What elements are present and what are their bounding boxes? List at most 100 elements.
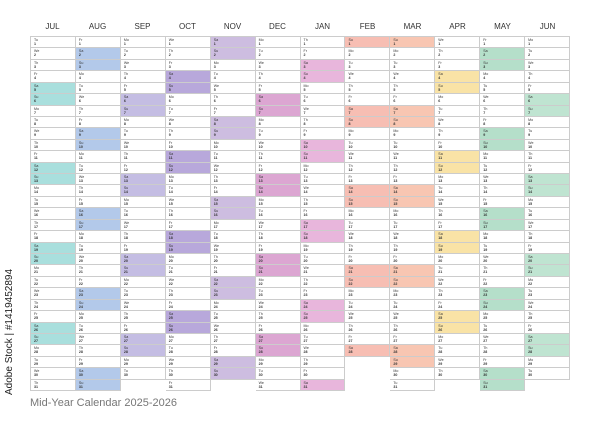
day-number: 11: [483, 156, 488, 161]
day-number: 3: [303, 64, 306, 69]
weekday-label: Su: [258, 106, 264, 111]
day-cell: We 27: [75, 333, 121, 346]
weekday-label: Fr: [258, 323, 263, 328]
day-cell: Fr 6: [345, 94, 391, 106]
weekday-label: Mo: [483, 232, 489, 237]
weekday-label: Su: [483, 60, 488, 65]
day-cell: Tu 12: [75, 162, 121, 175]
day-cell: Fr 27: [345, 333, 391, 346]
day-cell: Sa 20: [525, 254, 571, 266]
weekday-label: Th: [483, 106, 488, 111]
day-number: 15: [168, 201, 173, 206]
day-number: 21: [528, 270, 533, 275]
day-number: 18: [258, 236, 263, 241]
weekday-label: Su: [213, 289, 219, 294]
weekday-label: Fr: [528, 323, 532, 328]
weekday-label: Th: [483, 186, 488, 191]
day-cell: Sa 13: [255, 174, 301, 186]
day-cell: Mo 8: [255, 116, 301, 129]
empty-cell: [345, 380, 390, 391]
weekday-label: Mo: [123, 117, 129, 122]
day-cell: Su 24: [480, 299, 526, 312]
day-number: 5: [123, 87, 126, 92]
weekday-label: Tu: [123, 289, 128, 294]
weekday-label: Tu: [78, 243, 83, 248]
weekday-label: Fr: [528, 243, 532, 248]
day-number: 3: [168, 64, 171, 69]
day-number: 10: [528, 144, 533, 149]
day-number: 1: [78, 42, 81, 46]
weekday-label: Mo: [258, 117, 264, 122]
day-cell: Th 26: [345, 322, 391, 334]
day-number: 6: [78, 99, 81, 104]
weekday-label: We: [528, 220, 534, 225]
day-cell: Su 6: [31, 94, 76, 106]
day-cell: Mo 22: [525, 276, 571, 289]
day-cell: Mo 8: [120, 116, 166, 129]
weekday-label: Th: [393, 163, 398, 168]
day-cell: Sa 3: [300, 59, 346, 72]
weekday-label: Fr: [168, 220, 173, 225]
weekday-label: Sa: [528, 175, 533, 180]
weekday-label: We: [303, 346, 309, 351]
day-number: 5: [34, 87, 36, 92]
day-cell: Th 25: [255, 311, 301, 323]
day-number: 12: [168, 167, 173, 172]
day-cell: Su 11: [300, 151, 346, 163]
day-cell: Sa 30: [480, 368, 526, 380]
day-cell: We 3: [255, 59, 301, 72]
weekday-label: Th: [438, 129, 443, 134]
day-number: 27: [168, 338, 173, 343]
weekday-label: Mo: [348, 289, 354, 294]
weekday-label: Sa: [483, 129, 488, 134]
day-number: 4: [348, 76, 351, 81]
empty-cell: [525, 380, 570, 391]
day-cell: Mo 1: [255, 37, 301, 49]
day-number: 20: [123, 259, 128, 264]
month-header-apr: APR: [449, 22, 466, 31]
day-number: 10: [34, 144, 38, 149]
day-cell: Mo 29: [525, 356, 571, 369]
day-number: 23: [483, 293, 488, 298]
month-header-jun: JUN: [539, 22, 556, 31]
day-cell: Su 21: [255, 265, 301, 277]
day-number: 9: [168, 133, 171, 138]
weekday-label: Th: [34, 140, 39, 145]
day-number: 8: [258, 121, 261, 126]
day-number: 1: [258, 42, 261, 46]
day-cell: Sa 12: [31, 162, 76, 175]
day-number: 11: [123, 156, 128, 161]
day-number: 20: [438, 259, 443, 264]
day-number: 23: [213, 293, 218, 298]
weekday-label: Su: [213, 369, 219, 374]
day-number: 12: [528, 167, 533, 172]
day-number: 10: [168, 144, 173, 149]
day-cell: Sa 18: [165, 231, 211, 243]
day-cell: Th 14: [480, 185, 526, 197]
day-cell: Sa 24: [300, 299, 346, 312]
day-cell: We 6: [480, 94, 526, 106]
day-cell: Th 16: [165, 208, 211, 220]
weekday-label: Su: [528, 186, 533, 191]
weekday-label: Tu: [393, 220, 398, 225]
weekday-label: Tu: [258, 49, 263, 54]
day-number: 4: [258, 76, 261, 81]
day-cell: Su 10: [480, 139, 526, 152]
day-number: 6: [528, 99, 531, 104]
day-cell: Th 23: [435, 288, 481, 300]
day-cell: Tu 21: [165, 265, 211, 277]
day-number: 14: [303, 190, 308, 195]
day-number: 5: [213, 87, 216, 92]
day-number: 11: [393, 156, 398, 161]
day-cell: Mo 21: [31, 265, 76, 277]
day-number: 8: [78, 121, 81, 126]
day-cell: Mo 23: [345, 288, 391, 300]
day-cell: Tu 1: [31, 37, 76, 49]
day-number: 4: [34, 76, 36, 81]
day-number: 21: [78, 270, 83, 275]
day-cell: Th 3: [31, 59, 76, 72]
month-column-dec: Mo 1 Tu 2 We 3 Th 4 Fr 5 Sa 6 Su 7 Mo 8 Tu 9 We 10 Th 11 Fr 12 S…: [255, 37, 301, 392]
weekday-label: Su: [438, 243, 443, 248]
month-column-sep: Mo 1 Tu 2 We 3 Th 4 Fr 5 Sa 6 Su 7 Mo 8 Tu 9 We 10 Th 11 Fr 12 S…: [120, 37, 166, 391]
day-cell: Sa 27: [525, 333, 571, 346]
